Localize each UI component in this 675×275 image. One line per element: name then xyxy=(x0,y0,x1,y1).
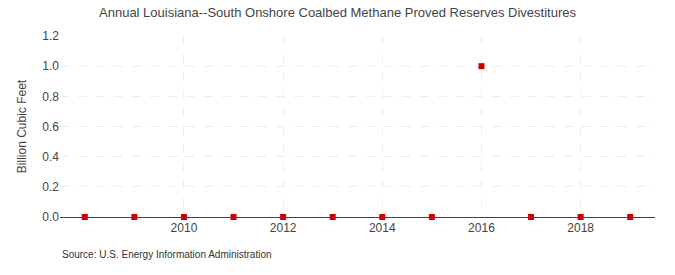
svg-text:0.4: 0.4 xyxy=(42,150,59,164)
svg-text:0.6: 0.6 xyxy=(42,120,59,134)
svg-text:2014: 2014 xyxy=(369,221,396,235)
svg-text:Billion Cubic Feet: Billion Cubic Feet xyxy=(15,79,29,173)
svg-text:0.8: 0.8 xyxy=(42,90,59,104)
svg-text:2016: 2016 xyxy=(468,221,495,235)
svg-text:0.2: 0.2 xyxy=(42,180,59,194)
svg-text:Annual Louisiana--South Onshor: Annual Louisiana--South Onshore Coalbed … xyxy=(99,5,576,20)
svg-text:1.0: 1.0 xyxy=(42,59,59,73)
svg-text:1.2: 1.2 xyxy=(42,29,59,43)
svg-text:2012: 2012 xyxy=(270,221,297,235)
svg-text:0.0: 0.0 xyxy=(42,210,59,224)
svg-text:Source: U.S. Energy Informatio: Source: U.S. Energy Information Administ… xyxy=(62,249,272,260)
svg-text:2018: 2018 xyxy=(567,221,594,235)
svg-text:2010: 2010 xyxy=(171,221,198,235)
